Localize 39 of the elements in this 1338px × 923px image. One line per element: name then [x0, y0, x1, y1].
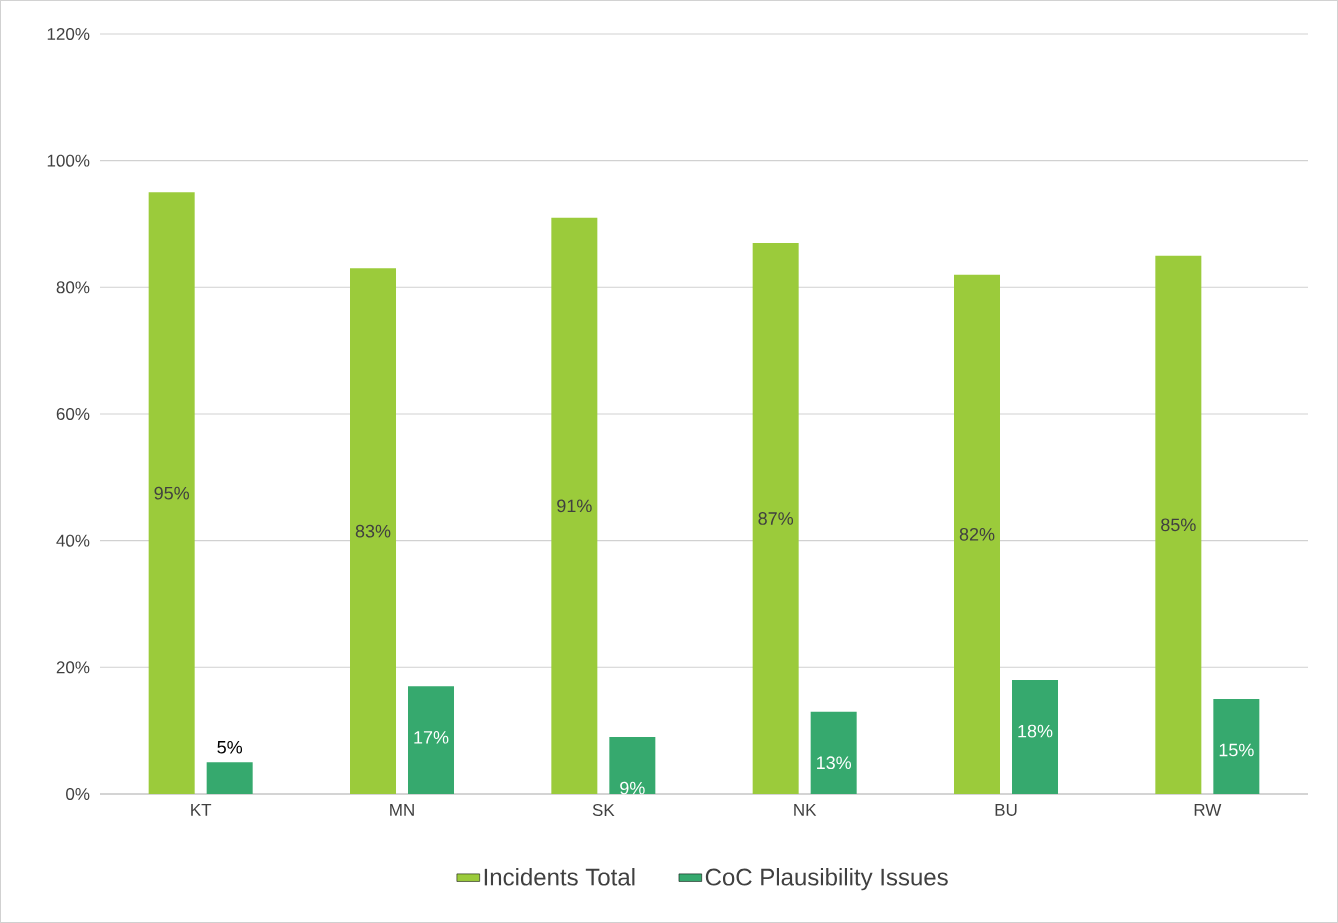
data-label: 18% — [1018, 724, 1053, 738]
data-label: 5% — [217, 740, 243, 754]
data-label: 17% — [414, 731, 449, 744]
data-label: 85% — [1161, 518, 1196, 532]
data-label: 83% — [355, 524, 391, 538]
legend-label: Incidents Total — [484, 867, 635, 886]
bar — [408, 686, 455, 794]
y-tick-label: 40% — [56, 534, 90, 547]
data-label: 13% — [817, 756, 852, 770]
data-label: 82% — [959, 527, 995, 541]
y-tick-label: 120% — [47, 27, 90, 40]
y-tick-label: 80% — [56, 281, 90, 294]
x-tick-label: NK — [794, 804, 817, 816]
bar — [148, 192, 195, 794]
x-tick-label: RW — [1194, 804, 1222, 816]
bar — [551, 217, 598, 794]
bar — [1155, 255, 1202, 794]
bar — [1213, 698, 1260, 794]
y-tick-label: 100% — [47, 154, 90, 167]
bar — [752, 242, 799, 794]
data-label: 87% — [758, 512, 794, 525]
y-tick-label: 60% — [56, 407, 90, 420]
bar — [810, 711, 857, 794]
data-label: 9% — [620, 781, 645, 795]
y-tick-label: 20% — [56, 661, 90, 674]
x-tick-label: KT — [191, 804, 212, 816]
bar — [1012, 679, 1059, 794]
y-tick-label: 0% — [66, 787, 90, 801]
bar — [954, 274, 1000, 794]
data-label: 95% — [154, 486, 190, 500]
x-tick-label: SK — [592, 804, 615, 817]
legend-label: CoC Plausibility Issues — [705, 867, 948, 891]
x-tick-label: MN — [390, 804, 414, 816]
bar — [350, 268, 397, 794]
data-label: 91% — [557, 499, 592, 513]
bar — [609, 736, 656, 794]
data-label: 15% — [1219, 743, 1254, 757]
x-tick-label: BU — [995, 804, 1017, 816]
bar — [206, 762, 253, 794]
